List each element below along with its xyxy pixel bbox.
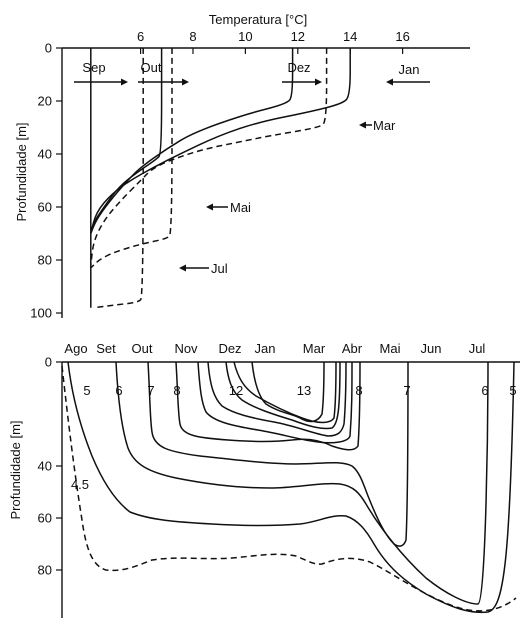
top-x-tick-label-10: 10 bbox=[238, 29, 252, 44]
profile-arrowhead-mai bbox=[206, 204, 213, 211]
month-label-set: Set bbox=[96, 341, 116, 356]
profile-arrowhead-mar bbox=[359, 122, 366, 129]
profile-curve-mai bbox=[91, 48, 172, 268]
isotherm-7 bbox=[148, 362, 408, 546]
profile-curve-mar bbox=[91, 48, 327, 265]
top-x-tick-label-8: 8 bbox=[189, 29, 196, 44]
month-label-ago: Ago bbox=[64, 341, 87, 356]
top-y-tick-label-80: 80 bbox=[38, 253, 52, 268]
profile-curve-dez bbox=[91, 48, 293, 234]
isotherm-6 bbox=[116, 362, 488, 604]
profile-label-jan: Jan bbox=[399, 62, 420, 77]
profile-label-sep: Sep bbox=[82, 60, 105, 75]
bottom-y-tick-label-0: 0 bbox=[45, 355, 52, 370]
bottom-y-tick-label-40: 40 bbox=[38, 459, 52, 474]
month-label-abr: Abr bbox=[342, 341, 363, 356]
iso-label-7b: 7 bbox=[403, 383, 410, 398]
profile-arrowhead-out bbox=[182, 79, 189, 86]
month-label-jul: Jul bbox=[469, 341, 486, 356]
top-y-tick-label-20: 20 bbox=[38, 94, 52, 109]
iso-label-4-5: 4.5 bbox=[71, 477, 89, 492]
profile-label-mai: Mai bbox=[230, 200, 251, 215]
profile-label-out: Out bbox=[141, 60, 162, 75]
top-y-tick-label-0: 0 bbox=[45, 41, 52, 56]
month-label-out: Out bbox=[132, 341, 153, 356]
bottom-ticks: 0 40 60 80 bbox=[38, 355, 62, 578]
top-profile-labels: Sep Out Dez Jan Mar Mai Jul bbox=[74, 60, 430, 276]
iso-label-7a: 7 bbox=[147, 383, 154, 398]
profile-label-mar: Mar bbox=[373, 118, 396, 133]
profile-arrowhead-jul bbox=[179, 265, 186, 272]
top-chart: Temperatura [°C] Profundidade [m] 6 8 10 12… bbox=[14, 12, 470, 321]
iso-label-8a: 8 bbox=[173, 383, 180, 398]
top-y-tick-label-40: 40 bbox=[38, 147, 52, 162]
iso-label-5a: 5 bbox=[83, 383, 90, 398]
top-x-tick-label-16: 16 bbox=[395, 29, 409, 44]
bottom-y-axis-title: Profundidade [m] bbox=[8, 420, 23, 519]
month-label-dez: Dez bbox=[218, 341, 241, 356]
bottom-axis-frame bbox=[62, 362, 520, 618]
profile-arrowhead-jan bbox=[386, 79, 393, 86]
month-label-jan: Jan bbox=[255, 341, 276, 356]
bottom-chart: Profundidade [m] 0 40 60 80 Ago Set Out Nov… bbox=[8, 341, 520, 618]
top-x-tick-label-12: 12 bbox=[291, 29, 305, 44]
month-label-mar: Mar bbox=[303, 341, 326, 356]
iso-label-6a: 6 bbox=[115, 383, 122, 398]
iso-label-6b: 6 bbox=[481, 383, 488, 398]
isotherm-8b bbox=[198, 362, 352, 443]
top-y-tick-label-100: 100 bbox=[30, 306, 52, 321]
bottom-month-labels: Ago Set Out Nov Dez Jan Mar Abr Mai Jun … bbox=[64, 341, 485, 356]
iso-label-13: 13 bbox=[297, 383, 311, 398]
iso-label-5b: 5 bbox=[509, 383, 516, 398]
profile-arrowhead-dez bbox=[315, 79, 322, 86]
month-label-nov: Nov bbox=[174, 341, 198, 356]
iso-label-12: 12 bbox=[229, 383, 243, 398]
top-y-axis-title: Profundidade [m] bbox=[14, 122, 29, 221]
top-y-tick-label-60: 60 bbox=[38, 200, 52, 215]
top-x-axis-title: Temperatura [°C] bbox=[209, 12, 307, 27]
month-label-mai: Mai bbox=[380, 341, 401, 356]
top-x-tick-label-14: 14 bbox=[343, 29, 357, 44]
bottom-y-tick-label-60: 60 bbox=[38, 511, 52, 526]
isotherm-9 bbox=[208, 362, 346, 436]
isotherm-4-5 bbox=[62, 366, 516, 611]
top-x-tick-label-6: 6 bbox=[137, 29, 144, 44]
bottom-y-tick-label-80: 80 bbox=[38, 563, 52, 578]
profile-arrowhead-sep bbox=[121, 79, 128, 86]
month-label-jun: Jun bbox=[421, 341, 442, 356]
profile-curve-jan bbox=[91, 48, 350, 234]
iso-label-8b: 8 bbox=[355, 383, 362, 398]
bottom-isotherms bbox=[62, 362, 516, 612]
profile-label-dez: Dez bbox=[287, 60, 310, 75]
profile-label-jul: Jul bbox=[211, 261, 228, 276]
